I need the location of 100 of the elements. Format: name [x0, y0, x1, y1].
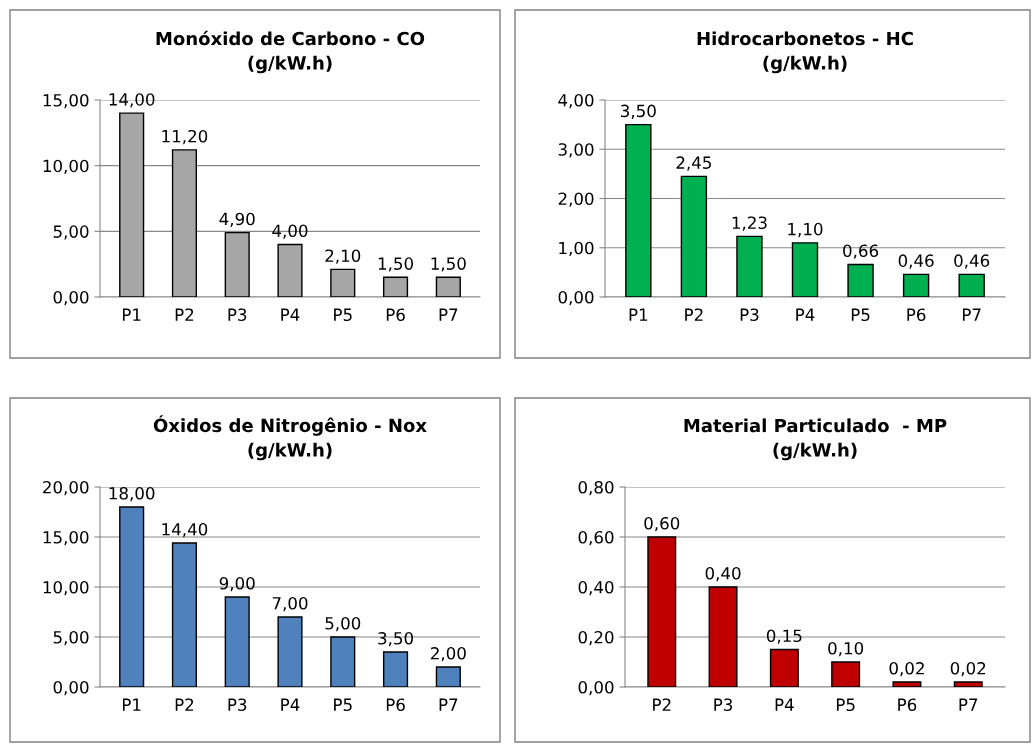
x-tick-label: P5 [334, 308, 352, 322]
bar [647, 536, 677, 687]
y-tick-label: 5,00 [53, 225, 89, 240]
data-label: 4,00 [272, 224, 308, 239]
y-tick-label: 10,00 [43, 159, 89, 174]
data-label: 1,50 [431, 257, 466, 272]
x-tick-label: P3 [228, 308, 247, 322]
chart-title: Óxidos de Nitrogênio - Nox (g/kW.h) [153, 415, 427, 461]
y-tick-label: 2,00 [558, 192, 594, 207]
y-tick-label: 1,00 [559, 241, 594, 257]
data-label: 0,02 [889, 662, 924, 677]
data-label: 0,46 [898, 254, 934, 269]
data-label: 1,10 [788, 222, 823, 238]
data-label: 2,45 [676, 156, 711, 171]
x-tick-label: P6 [386, 698, 405, 712]
x-tick-label: P4 [281, 698, 300, 711]
bar [119, 506, 145, 687]
data-label: 2,00 [431, 647, 466, 662]
x-tick-label: P5 [836, 698, 855, 712]
bar [953, 681, 983, 687]
x-tick-label: P1 [122, 698, 141, 711]
data-label: 5,00 [325, 617, 361, 632]
bar [958, 273, 985, 297]
bar [435, 276, 461, 297]
data-label: 0,10 [828, 642, 864, 657]
y-tick-label: 15,00 [43, 530, 89, 546]
x-tick-label: P4 [281, 308, 300, 321]
chart-title: Material Particulado - MP (g/kW.h) [684, 418, 947, 461]
y-tick-label: 0,80 [578, 480, 614, 496]
y-tick-label: 0,20 [578, 630, 614, 646]
bar [171, 542, 198, 687]
bar [277, 616, 303, 687]
data-label: 14,00 [109, 93, 155, 108]
bar [791, 242, 819, 297]
data-label: 2,10 [325, 249, 361, 264]
x-tick-label: P3 [228, 698, 247, 712]
data-label: 3,50 [621, 104, 656, 119]
x-tick-label: P1 [122, 308, 141, 321]
bar [680, 175, 708, 297]
y-tick-label: 0,00 [558, 290, 594, 306]
data-label: 9,00 [219, 577, 255, 592]
x-tick-label: P2 [175, 698, 194, 711]
bar [224, 596, 250, 687]
bar [382, 651, 409, 687]
bar [435, 666, 461, 687]
data-label: 0,40 [705, 567, 741, 582]
x-tick-label: P6 [898, 698, 917, 712]
y-tick-label: 15,00 [43, 93, 89, 109]
data-label: 3,50 [378, 632, 413, 647]
bar [769, 648, 799, 687]
data-label: 0,15 [766, 629, 802, 644]
data-label: 0,02 [950, 662, 986, 677]
x-tick-label: P2 [653, 698, 671, 711]
y-tick-label: 0,00 [53, 680, 89, 696]
bar [119, 112, 145, 297]
data-label: 7,00 [272, 597, 308, 612]
data-label: 4,90 [219, 212, 255, 227]
data-label: 1,23 [732, 216, 767, 231]
x-tick-label: P5 [334, 698, 352, 712]
data-label: 11,20 [162, 129, 208, 145]
x-tick-label: P7 [439, 308, 458, 321]
bar [708, 586, 738, 687]
y-tick-label: 0,40 [578, 580, 614, 596]
y-tick-label: 3,00 [558, 143, 594, 158]
bar [277, 243, 303, 297]
data-label: 0,60 [644, 517, 680, 532]
x-tick-label: P5 [851, 308, 870, 322]
data-label: 18,00 [109, 487, 155, 502]
x-tick-label: P6 [907, 308, 926, 322]
x-tick-label: P7 [962, 308, 981, 321]
bar [902, 273, 930, 297]
bar [330, 268, 356, 297]
y-tick-label: 4,00 [558, 93, 594, 109]
y-tick-label: 0,60 [578, 530, 614, 546]
x-tick-label: P4 [796, 308, 815, 321]
bar [382, 276, 409, 297]
y-tick-label: 20,00 [43, 480, 89, 496]
y-tick-label: 10,00 [43, 580, 89, 596]
y-tick-label: 0,00 [578, 680, 614, 696]
x-tick-label: P3 [714, 698, 733, 712]
x-tick-label: P1 [629, 308, 648, 321]
x-tick-label: P3 [740, 308, 759, 322]
data-label: 0,66 [843, 244, 879, 259]
bar [736, 235, 763, 297]
chart-title: Hidrocarbonetos - HC (g/kW.h) [697, 31, 913, 74]
bar [224, 231, 250, 297]
y-tick-label: 5,00 [53, 630, 89, 646]
x-tick-label: P2 [685, 308, 703, 321]
bar [330, 636, 356, 687]
y-tick-label: 0,00 [53, 290, 89, 306]
data-label: 0,46 [954, 254, 990, 269]
x-tick-label: P7 [959, 698, 978, 711]
bar [831, 661, 861, 687]
data-label: 1,50 [378, 257, 413, 272]
x-tick-label: P2 [175, 308, 194, 321]
bar [847, 263, 874, 297]
bar [625, 123, 652, 297]
bar [171, 149, 198, 297]
data-label: 14,40 [162, 523, 208, 538]
bar [892, 681, 922, 687]
